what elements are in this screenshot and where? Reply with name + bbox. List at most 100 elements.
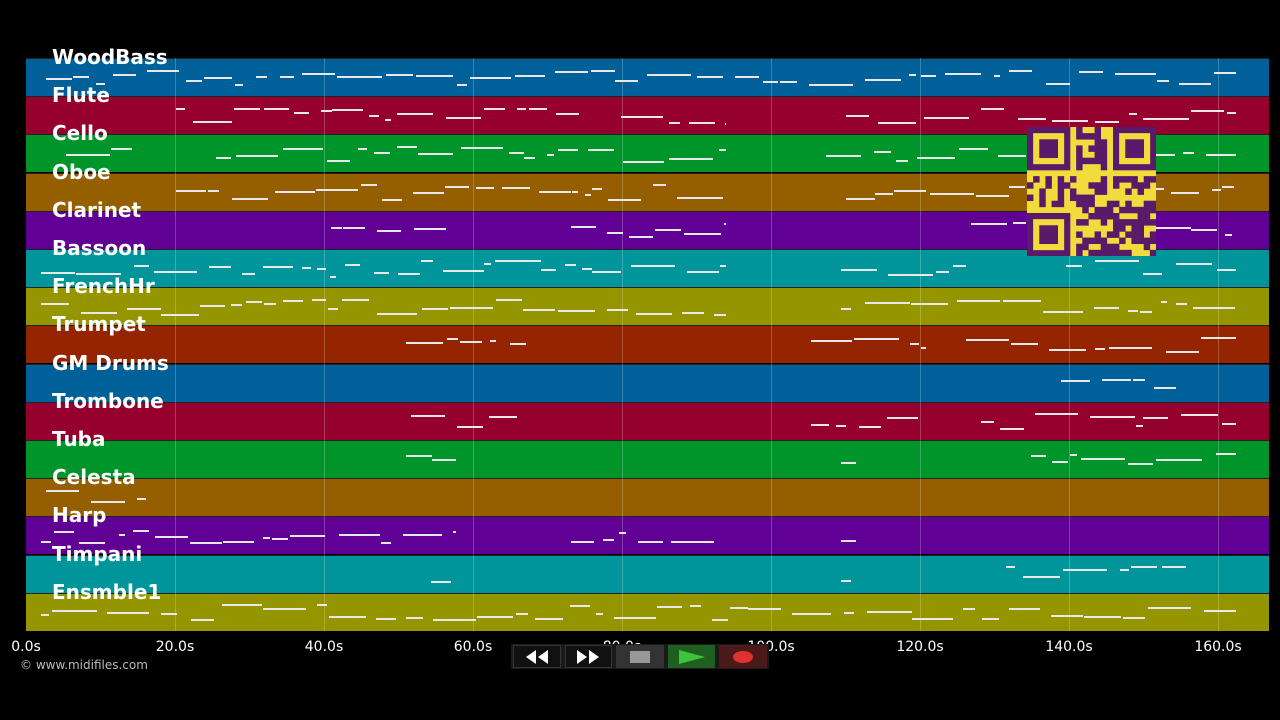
note-segment [637, 540, 663, 543]
note-segment [564, 264, 576, 267]
note-segment [836, 425, 847, 428]
qr-module [1113, 249, 1120, 257]
note-segment [1066, 264, 1082, 267]
note-segment [376, 230, 402, 233]
note-segment [929, 193, 974, 196]
fast-forward-button[interactable] [564, 645, 613, 668]
note-segment [1161, 565, 1186, 568]
qr-module [1106, 231, 1114, 238]
qr-module [1143, 237, 1151, 245]
note-segment [602, 539, 615, 542]
qr-module [1094, 237, 1102, 245]
note-segment [1046, 82, 1071, 85]
note-segment [207, 189, 220, 192]
note-segment [113, 73, 136, 76]
note-segment [866, 611, 913, 614]
qr-module [1100, 182, 1108, 189]
qr-module [1125, 139, 1145, 159]
qr-module [1045, 176, 1052, 183]
record-button[interactable] [719, 645, 767, 668]
note-segment [1123, 616, 1145, 619]
note-segment [1050, 615, 1083, 618]
note-segment [475, 187, 495, 190]
note-segment [208, 266, 232, 269]
qr-module [1076, 194, 1083, 202]
qr-module [1131, 219, 1138, 226]
note-segment [377, 313, 417, 316]
note-segment [403, 533, 442, 536]
note-segment [41, 272, 76, 275]
qr-module [1149, 176, 1157, 183]
stop-button[interactable] [616, 645, 664, 668]
note-segment [657, 606, 682, 609]
note-segment [316, 268, 327, 271]
note-segment [571, 225, 596, 228]
note-segment [154, 271, 197, 274]
note-segment [107, 612, 150, 615]
note-segment [1214, 71, 1236, 74]
rewind-button[interactable] [513, 645, 561, 668]
qr-module [1082, 206, 1089, 214]
note-segment [1095, 348, 1106, 351]
note-segment [844, 611, 855, 614]
qr-module [1113, 219, 1120, 226]
note-segment [417, 152, 454, 155]
qr-module [1076, 151, 1083, 159]
note-segment [980, 108, 1005, 111]
qr-module [1070, 176, 1077, 183]
note-segment [1034, 413, 1078, 416]
note-segment [1130, 565, 1158, 568]
qr-module [1131, 237, 1138, 245]
note-segment [712, 618, 728, 621]
note-segment [235, 154, 278, 157]
note-segment [51, 609, 97, 612]
note-segment [1156, 187, 1165, 190]
qr-module [1057, 176, 1065, 183]
note-segment [538, 191, 572, 194]
note-segment [1006, 565, 1015, 568]
qr-module [1088, 145, 1095, 152]
note-segment [301, 267, 312, 270]
note-segment [262, 607, 307, 610]
note-segment [713, 313, 726, 316]
qr-module [1119, 225, 1126, 232]
note-segment [517, 108, 527, 111]
qr-module [1033, 176, 1040, 183]
note-segment [329, 275, 336, 278]
note-segment [841, 308, 851, 311]
note-segment [301, 73, 335, 76]
qr-module [1076, 249, 1083, 257]
note-segment [327, 159, 351, 162]
note-segment [80, 311, 117, 314]
note-segment [729, 607, 748, 610]
note-segment [469, 76, 512, 79]
note-segment [490, 340, 497, 343]
note-segment [1119, 569, 1129, 572]
grid-line [473, 58, 474, 631]
qr-module [1125, 176, 1132, 183]
note-segment [923, 117, 970, 120]
play-button[interactable] [667, 645, 716, 668]
qr-module [1076, 200, 1083, 208]
note-segment [127, 307, 161, 310]
note-segment [457, 83, 467, 86]
note-segment [155, 535, 188, 538]
note-segment [1008, 70, 1033, 73]
note-segment [374, 151, 391, 154]
track-lane [26, 401, 1269, 440]
note-segment [910, 302, 949, 305]
note-segment [413, 192, 444, 195]
qr-module [1094, 151, 1102, 159]
qr-module [1149, 219, 1157, 226]
track-label: Bassoon [52, 236, 147, 260]
qr-module [1100, 145, 1108, 152]
transport-controls [511, 644, 769, 669]
note-segment [432, 458, 456, 461]
qr-module [1143, 206, 1151, 214]
note-segment [1203, 610, 1236, 613]
track-lane [26, 363, 1269, 402]
note-segment [719, 148, 726, 151]
note-segment [222, 604, 263, 607]
qr-module [1100, 219, 1108, 226]
note-segment [994, 74, 1001, 77]
